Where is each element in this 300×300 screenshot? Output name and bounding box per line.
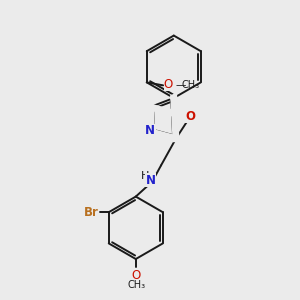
Text: Br: Br <box>83 206 98 219</box>
Text: CH₃: CH₃ <box>182 80 200 90</box>
Text: N: N <box>145 124 155 137</box>
Text: —: — <box>176 80 186 90</box>
Text: O: O <box>185 110 196 123</box>
Text: O: O <box>164 78 173 91</box>
Text: CH₃: CH₃ <box>127 280 146 290</box>
Text: N: N <box>146 174 156 187</box>
Text: H: H <box>140 171 149 182</box>
Text: O: O <box>131 269 140 282</box>
